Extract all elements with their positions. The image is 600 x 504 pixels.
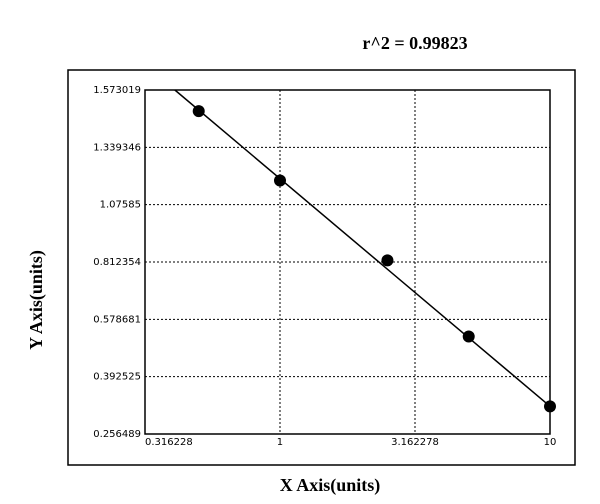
data-point xyxy=(381,254,394,267)
frame xyxy=(67,69,576,466)
chart-title: r^2 = 0.99823 xyxy=(362,33,467,53)
y-tick-label: 1.573019 xyxy=(93,85,141,96)
data-point xyxy=(273,174,286,187)
data-point xyxy=(462,330,475,343)
x-tick-label: 0.316228 xyxy=(145,437,193,448)
fit-line xyxy=(174,89,556,411)
x-tick-label: 3.162278 xyxy=(391,437,439,448)
y-tick-label: 0.392525 xyxy=(93,372,141,383)
x-axis-label: X Axis(units) xyxy=(280,475,381,496)
data-point xyxy=(192,105,205,118)
x-tick-label: 1 xyxy=(277,437,283,448)
y-tick-label: 0.578681 xyxy=(93,314,141,325)
y-tick-label: 1.339346 xyxy=(93,142,141,153)
y-tick-label: 0.256489 xyxy=(93,429,141,440)
x-tick-label: 10 xyxy=(544,437,557,448)
y-tick-label: 0.812354 xyxy=(93,257,141,268)
y-tick-label: 1.07585 xyxy=(100,200,141,211)
data-point xyxy=(544,400,556,413)
y-axis-label: Y Axis(units) xyxy=(26,250,47,350)
